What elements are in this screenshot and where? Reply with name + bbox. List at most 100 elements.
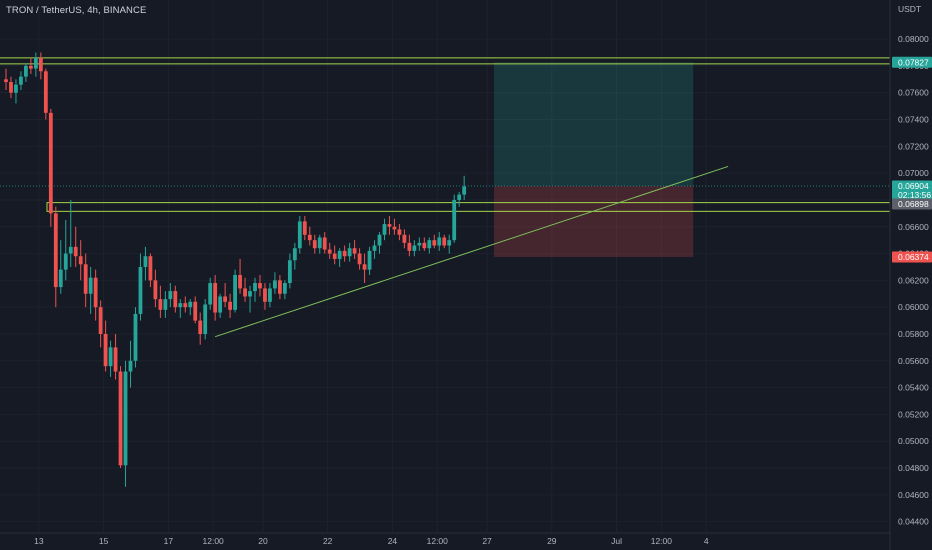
candle-body bbox=[427, 240, 432, 249]
candle-body bbox=[287, 260, 292, 284]
candle-body bbox=[4, 79, 8, 82]
candle-body bbox=[248, 291, 252, 297]
candle-body bbox=[273, 280, 277, 289]
ascending-trendline bbox=[215, 165, 729, 338]
candle-body bbox=[48, 112, 53, 214]
candle-body bbox=[178, 303, 183, 308]
price-tag bbox=[892, 180, 932, 201]
candle-body bbox=[268, 288, 272, 302]
candle-body bbox=[462, 186, 467, 195]
candle-body bbox=[73, 246, 78, 257]
price-tick-label: 0.06000 bbox=[898, 302, 929, 312]
candle-body bbox=[113, 347, 118, 372]
candle-body bbox=[352, 248, 357, 254]
candle-body bbox=[14, 84, 18, 93]
time-tick-label: 24 bbox=[388, 536, 398, 546]
candle-body bbox=[88, 277, 93, 294]
candle-body bbox=[213, 283, 218, 313]
candle-body bbox=[163, 299, 168, 310]
candle-body bbox=[228, 301, 232, 310]
candle-body bbox=[367, 250, 372, 270]
candle-body bbox=[9, 81, 13, 93]
chart-title: TRON / TetherUS, 4h, BINANCE bbox=[6, 5, 147, 16]
time-tick-label: 29 bbox=[547, 536, 557, 546]
candle-body bbox=[68, 246, 73, 254]
candle-body bbox=[98, 307, 103, 334]
candle-body bbox=[29, 65, 33, 69]
candle-body bbox=[43, 71, 48, 113]
support-band bbox=[46, 202, 891, 212]
candle-body bbox=[417, 242, 422, 246]
candle-body bbox=[123, 371, 128, 466]
price-tick-label: 0.07000 bbox=[898, 168, 929, 178]
candle-body bbox=[53, 213, 58, 288]
price-axis-label: USDT bbox=[898, 4, 921, 14]
time-tick-label: 20 bbox=[258, 536, 268, 546]
candle-body bbox=[148, 256, 153, 281]
candle-body bbox=[377, 234, 382, 246]
candle-body bbox=[437, 237, 442, 246]
countdown-label: 02:13:56 bbox=[898, 190, 931, 200]
candle-body bbox=[223, 296, 228, 302]
candle-body bbox=[183, 303, 188, 308]
price-tag-label: 0.06898 bbox=[898, 199, 929, 209]
price-tick-label: 0.05400 bbox=[898, 383, 929, 393]
price-tick-label: 0.06200 bbox=[898, 275, 929, 285]
candle-body bbox=[322, 237, 327, 250]
candle-body bbox=[347, 248, 352, 257]
stop-zone bbox=[494, 186, 694, 258]
candle-body bbox=[327, 249, 332, 254]
time-tick-label: 4 bbox=[704, 536, 709, 546]
price-tick-label: 0.04800 bbox=[898, 463, 929, 473]
candle-body bbox=[292, 248, 297, 261]
candle-body bbox=[357, 253, 362, 265]
candle-body bbox=[83, 264, 88, 294]
candle-body bbox=[24, 65, 28, 77]
price-tag-label: 0.07827 bbox=[898, 57, 929, 67]
candle-body bbox=[193, 301, 198, 321]
candle-body bbox=[58, 269, 63, 288]
candle-body bbox=[387, 224, 392, 227]
price-tick-label: 0.07400 bbox=[898, 115, 929, 125]
candle-body bbox=[108, 347, 113, 367]
candle-body bbox=[118, 371, 123, 466]
candle-body bbox=[422, 242, 427, 249]
candle-body bbox=[218, 296, 223, 313]
candle-body bbox=[312, 240, 317, 249]
candle-body bbox=[282, 283, 287, 294]
candle-body bbox=[337, 250, 342, 259]
price-tick-label: 0.04600 bbox=[898, 490, 929, 500]
candle-body bbox=[402, 234, 407, 243]
candle-body bbox=[297, 221, 302, 249]
candle-body bbox=[93, 277, 98, 308]
price-tick-label: 0.05200 bbox=[898, 409, 929, 419]
candle-body bbox=[362, 264, 367, 270]
candle-body bbox=[412, 245, 417, 251]
time-tick-label: 22 bbox=[323, 536, 333, 546]
candle-body bbox=[238, 275, 242, 289]
price-tag-label: 0.06374 bbox=[898, 252, 929, 262]
candle-body bbox=[128, 360, 133, 372]
candle-body bbox=[432, 240, 437, 246]
candle-body bbox=[278, 280, 282, 294]
candle-body bbox=[372, 245, 377, 251]
candle-body bbox=[442, 237, 447, 246]
time-tick-label: 13 bbox=[34, 536, 44, 546]
time-tick-label: 12:00 bbox=[203, 536, 225, 546]
candle-body bbox=[78, 256, 83, 265]
candle-body bbox=[397, 229, 402, 235]
price-tick-label: 0.07600 bbox=[898, 88, 929, 98]
candle-body bbox=[143, 256, 148, 267]
price-tick-label: 0.07200 bbox=[898, 141, 929, 151]
candle-body bbox=[307, 234, 312, 241]
candle-body bbox=[407, 242, 412, 251]
candle-body bbox=[447, 240, 452, 246]
price-tag bbox=[892, 251, 932, 263]
target-zone bbox=[494, 62, 694, 187]
candle-body bbox=[452, 199, 457, 241]
time-tick-label: 27 bbox=[482, 536, 492, 546]
candle-body bbox=[382, 224, 387, 235]
time-tick-label: Jul bbox=[611, 536, 622, 546]
